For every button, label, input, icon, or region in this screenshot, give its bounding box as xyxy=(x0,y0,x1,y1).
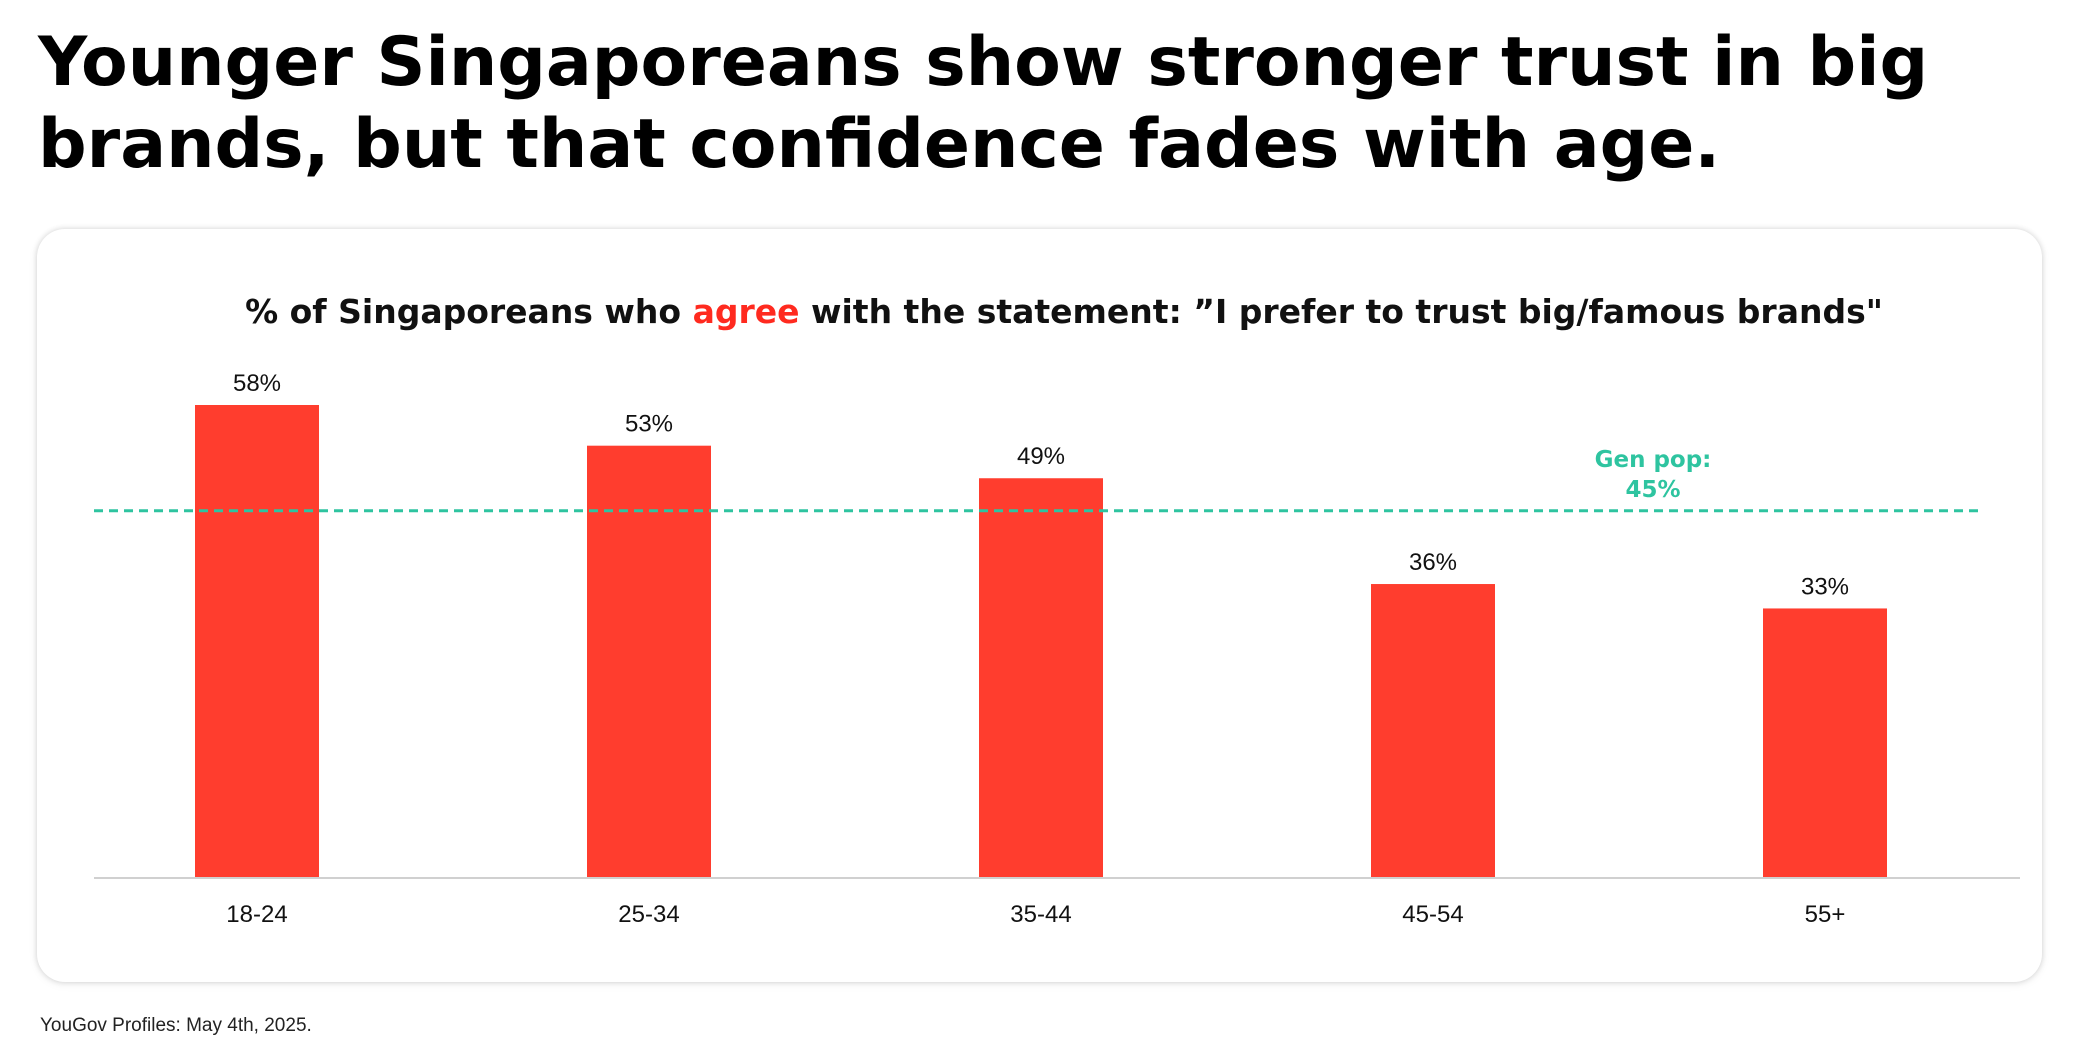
bar-45-54 xyxy=(1371,584,1495,877)
bars-layer xyxy=(94,405,2020,879)
chart-subtitle: % of Singaporeans who agree with the sta… xyxy=(0,292,2078,332)
tick-label-45-54: 45-54 xyxy=(1402,901,1463,928)
source-note: YouGov Profiles: May 4th, 2025. xyxy=(40,1015,312,1036)
value-label-55+: 33% xyxy=(1801,573,1849,600)
value-label-45-54: 36% xyxy=(1409,549,1457,576)
subtitle-text-after: with the statement: ”I prefer to trust b… xyxy=(799,292,1883,331)
reference-layer: Gen pop: 45% xyxy=(94,447,1984,513)
tick-label-18-24: 18-24 xyxy=(226,901,287,928)
labels-layer: 58% 18-24 53% 25-34 49% 35-44 36% 45-54 33% 55+ xyxy=(226,370,1849,928)
subtitle-highlight: agree xyxy=(692,292,800,331)
subtitle-text-before: % of Singaporeans who xyxy=(245,292,693,331)
tick-label-35-44: 35-44 xyxy=(1010,901,1071,928)
bar-35-44 xyxy=(979,478,1103,877)
gen-pop-value-label: 45% xyxy=(1625,477,1680,503)
headline: Younger Singaporeans show stronger trust… xyxy=(38,23,1929,184)
value-label-25-34: 53% xyxy=(625,411,673,438)
bar-18-24 xyxy=(195,405,319,877)
tick-label-55+: 55+ xyxy=(1805,901,1846,928)
tick-label-25-34: 25-34 xyxy=(618,901,679,928)
bar-55+ xyxy=(1763,608,1887,877)
value-label-35-44: 49% xyxy=(1017,443,1065,470)
bar-25-34 xyxy=(587,445,711,877)
value-label-18-24: 58% xyxy=(233,370,281,397)
gen-pop-label: Gen pop: xyxy=(1595,447,1712,473)
